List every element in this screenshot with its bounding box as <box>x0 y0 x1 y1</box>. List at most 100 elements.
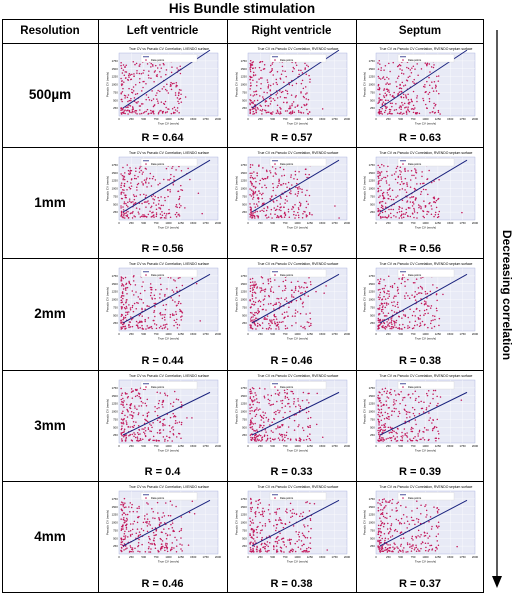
data-point <box>378 548 380 551</box>
data-point <box>253 286 255 288</box>
data-point <box>423 439 426 441</box>
data-point <box>309 527 312 530</box>
data-point <box>159 217 161 219</box>
data-point <box>294 413 297 416</box>
data-point <box>145 179 147 181</box>
data-point <box>280 91 282 94</box>
data-point <box>180 550 183 552</box>
data-point <box>293 106 296 108</box>
data-point <box>282 81 285 84</box>
data-point <box>428 405 430 407</box>
data-point <box>143 289 146 292</box>
data-point <box>179 184 182 187</box>
y-tick-label: 500 <box>113 425 118 429</box>
data-point <box>299 548 301 550</box>
column-header-septum: Septum <box>398 25 442 37</box>
data-point <box>261 192 264 195</box>
data-point <box>300 82 302 85</box>
data-point <box>272 318 275 321</box>
data-point <box>290 296 293 298</box>
data-point <box>142 193 145 196</box>
data-point <box>414 436 416 438</box>
data-point <box>149 62 152 65</box>
data-point <box>124 438 127 440</box>
data-point <box>158 429 160 432</box>
y-axis-label: Pseudo CV (mm/s) <box>105 176 109 201</box>
data-point <box>148 430 151 432</box>
data-point <box>393 109 396 111</box>
x-tick-label: 250 <box>258 444 263 448</box>
data-point <box>251 403 254 406</box>
data-point <box>387 165 389 168</box>
data-point <box>273 315 275 318</box>
data-point <box>401 207 403 209</box>
data-point <box>389 530 391 533</box>
data-point <box>435 84 437 87</box>
data-point <box>424 505 426 508</box>
data-point <box>304 501 307 504</box>
data-point <box>428 305 430 307</box>
plot-cell: True CV vs Pseudo CV Correlation, RVENDO… <box>356 481 484 593</box>
data-point <box>412 327 415 329</box>
data-point <box>383 287 385 290</box>
data-point <box>380 439 383 441</box>
data-point <box>152 311 155 313</box>
data-point <box>137 425 139 427</box>
data-point <box>382 515 385 518</box>
data-point <box>139 292 141 295</box>
data-point <box>177 112 180 114</box>
data-point <box>254 283 257 285</box>
data-point <box>166 550 168 553</box>
data-point <box>395 108 398 111</box>
data-point <box>380 412 382 414</box>
data-point <box>431 81 433 83</box>
data-point <box>400 504 402 507</box>
data-point <box>268 170 271 172</box>
data-point <box>430 305 433 307</box>
data-point <box>289 176 292 178</box>
data-point <box>378 431 380 434</box>
data-point <box>260 529 263 531</box>
data-point <box>131 304 133 307</box>
data-point <box>175 545 177 547</box>
data-point <box>379 288 381 291</box>
data-point <box>266 315 268 317</box>
data-point <box>379 517 381 519</box>
data-point <box>150 430 152 433</box>
data-point <box>380 308 383 311</box>
data-point <box>290 512 293 514</box>
data-point <box>277 182 280 185</box>
data-point <box>166 439 169 442</box>
data-point <box>163 313 166 316</box>
data-point <box>122 209 124 211</box>
data-point <box>391 309 393 312</box>
data-point <box>297 207 299 209</box>
data-point <box>254 437 257 439</box>
data-point <box>277 285 280 288</box>
data-point <box>283 436 286 438</box>
x-tick-label: 1500 <box>190 117 197 121</box>
data-point <box>124 316 126 319</box>
data-point <box>279 96 281 98</box>
data-point <box>126 210 129 213</box>
data-point <box>377 533 379 535</box>
data-point <box>420 298 422 300</box>
data-point <box>140 405 142 407</box>
data-point <box>250 210 252 212</box>
data-point <box>280 547 282 549</box>
data-point <box>277 178 280 180</box>
data-point <box>161 540 163 542</box>
y-tick-label: 1500 <box>369 394 376 398</box>
data-point <box>254 394 257 396</box>
y-tick-label: 1750 <box>111 59 118 63</box>
data-point <box>425 103 427 106</box>
data-point <box>292 177 295 180</box>
y-tick-label: 1000 <box>240 298 247 302</box>
data-point <box>177 398 179 401</box>
data-point <box>274 413 277 416</box>
data-point <box>436 299 438 302</box>
data-point <box>122 316 124 318</box>
x-tick-label: 1250 <box>435 444 442 448</box>
data-point <box>286 90 288 92</box>
data-point <box>162 512 164 514</box>
